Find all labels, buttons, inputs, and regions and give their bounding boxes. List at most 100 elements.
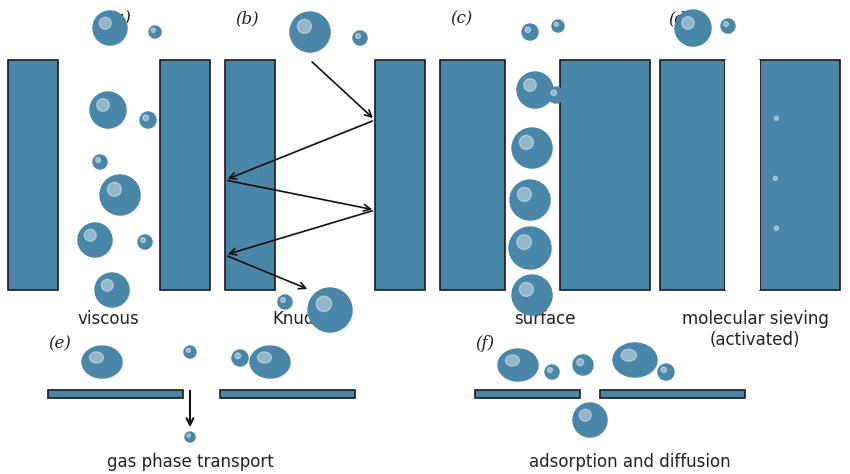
Circle shape (515, 185, 551, 221)
Circle shape (95, 273, 129, 307)
Circle shape (150, 27, 162, 38)
Text: (d): (d) (668, 10, 692, 27)
Circle shape (547, 367, 559, 379)
Circle shape (575, 357, 593, 375)
Ellipse shape (498, 349, 538, 381)
Circle shape (658, 364, 674, 380)
Circle shape (280, 297, 292, 310)
Circle shape (547, 368, 552, 373)
Circle shape (185, 347, 196, 358)
Circle shape (142, 114, 156, 128)
Ellipse shape (613, 343, 657, 377)
Ellipse shape (82, 346, 122, 378)
Circle shape (184, 346, 196, 358)
Circle shape (316, 296, 332, 311)
Circle shape (774, 226, 785, 237)
Circle shape (514, 232, 552, 270)
Circle shape (143, 115, 149, 120)
Circle shape (97, 15, 128, 46)
Ellipse shape (250, 346, 290, 378)
Bar (48, 390, 183, 398)
Circle shape (280, 298, 286, 302)
Circle shape (774, 226, 779, 230)
Circle shape (723, 22, 728, 27)
Bar (600, 390, 745, 398)
Circle shape (298, 19, 311, 33)
Circle shape (517, 72, 553, 108)
Bar (725, 60, 760, 290)
Circle shape (100, 175, 140, 215)
Circle shape (140, 237, 145, 243)
Circle shape (552, 20, 564, 32)
Circle shape (675, 10, 711, 46)
Circle shape (524, 79, 536, 91)
Circle shape (97, 99, 110, 111)
Circle shape (99, 277, 130, 308)
Circle shape (545, 365, 559, 379)
Circle shape (517, 280, 553, 316)
Circle shape (290, 12, 330, 52)
Bar (160, 60, 210, 290)
Circle shape (101, 279, 113, 291)
Text: (a): (a) (108, 10, 131, 27)
Circle shape (774, 116, 779, 120)
Circle shape (519, 283, 534, 296)
Circle shape (185, 432, 195, 442)
Circle shape (138, 235, 152, 249)
Text: adsorption and diffusion: adsorption and diffusion (530, 453, 731, 471)
Text: (b): (b) (235, 10, 258, 27)
Circle shape (517, 235, 531, 249)
Circle shape (186, 348, 190, 353)
Circle shape (354, 33, 367, 46)
Ellipse shape (619, 347, 658, 378)
Circle shape (548, 87, 564, 103)
Circle shape (93, 11, 127, 45)
Circle shape (773, 175, 784, 186)
Text: molecular sieving
(activated): molecular sieving (activated) (682, 310, 829, 349)
Circle shape (94, 157, 107, 169)
Circle shape (722, 21, 735, 33)
Text: surface: surface (514, 310, 575, 328)
Circle shape (93, 155, 107, 169)
Circle shape (82, 227, 113, 258)
Circle shape (771, 174, 783, 186)
Text: gas phase transport: gas phase transport (106, 453, 274, 471)
Circle shape (308, 288, 352, 332)
Circle shape (186, 433, 196, 442)
Circle shape (295, 17, 331, 53)
Ellipse shape (255, 350, 291, 379)
Circle shape (234, 352, 248, 366)
Circle shape (90, 92, 126, 128)
Circle shape (151, 28, 156, 32)
Circle shape (774, 116, 785, 126)
Circle shape (149, 26, 161, 38)
Text: viscous: viscous (77, 310, 139, 328)
Circle shape (314, 293, 353, 333)
Circle shape (94, 97, 127, 129)
Bar (660, 60, 725, 290)
Circle shape (187, 434, 190, 438)
Circle shape (661, 367, 666, 373)
Circle shape (95, 157, 100, 163)
Circle shape (550, 89, 564, 103)
Circle shape (355, 34, 360, 38)
Circle shape (522, 76, 554, 109)
Text: (f): (f) (475, 335, 494, 352)
Circle shape (660, 366, 674, 381)
Circle shape (679, 15, 712, 47)
Circle shape (353, 31, 367, 45)
Circle shape (772, 224, 784, 236)
Circle shape (519, 136, 534, 149)
Ellipse shape (503, 353, 539, 382)
Circle shape (554, 22, 558, 27)
Circle shape (107, 182, 122, 196)
Text: (e): (e) (48, 335, 71, 352)
Ellipse shape (621, 349, 637, 361)
Circle shape (580, 409, 592, 421)
Bar (560, 60, 650, 290)
Circle shape (774, 176, 778, 181)
Bar (225, 60, 275, 290)
Bar (375, 60, 425, 290)
Circle shape (524, 26, 538, 40)
Circle shape (518, 187, 531, 201)
